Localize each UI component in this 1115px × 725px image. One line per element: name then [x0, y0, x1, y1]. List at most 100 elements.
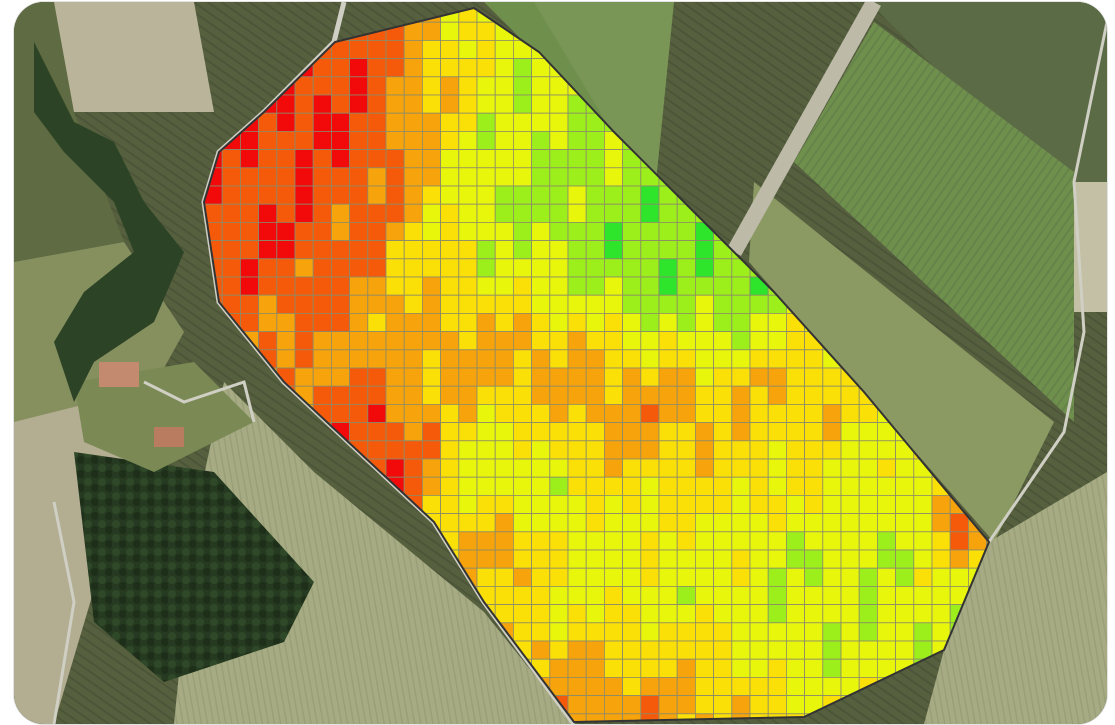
zone-cell	[749, 658, 769, 678]
zone-cell	[622, 185, 642, 205]
zone-cell	[403, 312, 423, 332]
zone-cell	[403, 458, 423, 478]
zone-cell	[567, 258, 587, 278]
zone-cell	[767, 476, 787, 496]
zone-cell	[604, 476, 624, 496]
zone-cell	[494, 167, 514, 187]
zone-cell	[585, 185, 605, 205]
zone-cell	[330, 94, 350, 114]
zone-cell	[713, 276, 733, 296]
zone-cell	[549, 276, 569, 296]
zone-cell	[786, 604, 806, 624]
zone-cell	[294, 331, 314, 351]
zone-cell	[749, 622, 769, 642]
zone-cell	[749, 695, 769, 715]
zone-cell	[494, 331, 514, 351]
zone-cell	[713, 422, 733, 442]
zone-cell	[512, 149, 532, 169]
zone-cell	[549, 586, 569, 606]
zone-cell	[531, 440, 551, 460]
zone-cell	[695, 713, 715, 722]
zone-cell	[312, 294, 332, 314]
zone-cell	[767, 604, 787, 624]
zone-cell	[786, 513, 806, 533]
zone-cell	[731, 422, 751, 442]
zone-cell	[567, 513, 587, 533]
zone-cell	[385, 422, 405, 442]
zone-cell	[895, 494, 915, 514]
zone-cell	[440, 403, 460, 423]
zone-cell	[658, 203, 678, 223]
zone-cell	[403, 422, 423, 442]
zone-cell	[877, 531, 897, 551]
zone-cell	[640, 331, 660, 351]
zone-cell	[622, 713, 642, 722]
zone-cell	[440, 167, 460, 187]
zone-cell	[549, 349, 569, 369]
zone-cell	[749, 476, 769, 496]
zone-cell	[494, 367, 514, 387]
zone-cell	[567, 604, 587, 624]
zone-cell	[676, 622, 696, 642]
zone-cell	[403, 240, 423, 260]
zone-cell	[512, 403, 532, 423]
zone-cell	[512, 294, 532, 314]
zone-cell	[476, 40, 496, 60]
zone-cell	[640, 604, 660, 624]
zone-cell	[913, 604, 933, 624]
zone-cell	[658, 276, 678, 296]
zone-cell	[713, 349, 733, 369]
zone-cell	[858, 458, 878, 478]
zone-cell	[567, 713, 587, 722]
zone-cell	[931, 494, 951, 514]
zone-cell	[822, 658, 842, 678]
zone-cell	[804, 640, 824, 660]
zone-cell	[604, 622, 624, 642]
zone-cell	[713, 658, 733, 678]
zone-cell	[749, 531, 769, 551]
zone-cell	[658, 494, 678, 514]
zone-cell	[604, 658, 624, 678]
zone-cell	[440, 276, 460, 296]
zone-cell	[749, 367, 769, 387]
zone-cell	[695, 604, 715, 624]
zone-cell	[913, 622, 933, 642]
zone-cell	[458, 21, 478, 41]
zone-cell	[676, 422, 696, 442]
zone-cell	[476, 240, 496, 260]
zone-cell	[549, 658, 569, 678]
zone-cell	[330, 258, 350, 278]
zone-cell	[458, 130, 478, 150]
zone-cell	[858, 640, 878, 660]
zone-cell	[349, 240, 369, 260]
zone-cell	[349, 167, 369, 187]
aerial-map[interactable]	[14, 2, 1107, 724]
zone-cell	[458, 531, 478, 551]
zone-cell	[349, 112, 369, 132]
zone-cell	[822, 531, 842, 551]
zone-cell	[567, 167, 587, 187]
zone-cell	[512, 221, 532, 241]
zone-cell	[531, 531, 551, 551]
zone-cell	[567, 695, 587, 715]
zone-cell	[749, 349, 769, 369]
zone-cell	[767, 531, 787, 551]
zone-cell	[476, 221, 496, 241]
zone-cell	[858, 604, 878, 624]
zone-cell	[549, 185, 569, 205]
zone-cell	[458, 403, 478, 423]
zone-cell	[349, 403, 369, 423]
zone-cell	[367, 203, 387, 223]
zone-cell	[531, 604, 551, 624]
zone-cell	[585, 167, 605, 187]
zone-cell	[494, 385, 514, 405]
zone-cell	[585, 658, 605, 678]
zone-cell	[640, 294, 660, 314]
zone-cell	[731, 276, 751, 296]
zone-cell	[640, 476, 660, 496]
zone-cell	[312, 276, 332, 296]
zone-cell	[512, 622, 532, 642]
road-farm	[143, 380, 256, 423]
zone-cell	[731, 458, 751, 478]
zone-cell	[695, 258, 715, 278]
